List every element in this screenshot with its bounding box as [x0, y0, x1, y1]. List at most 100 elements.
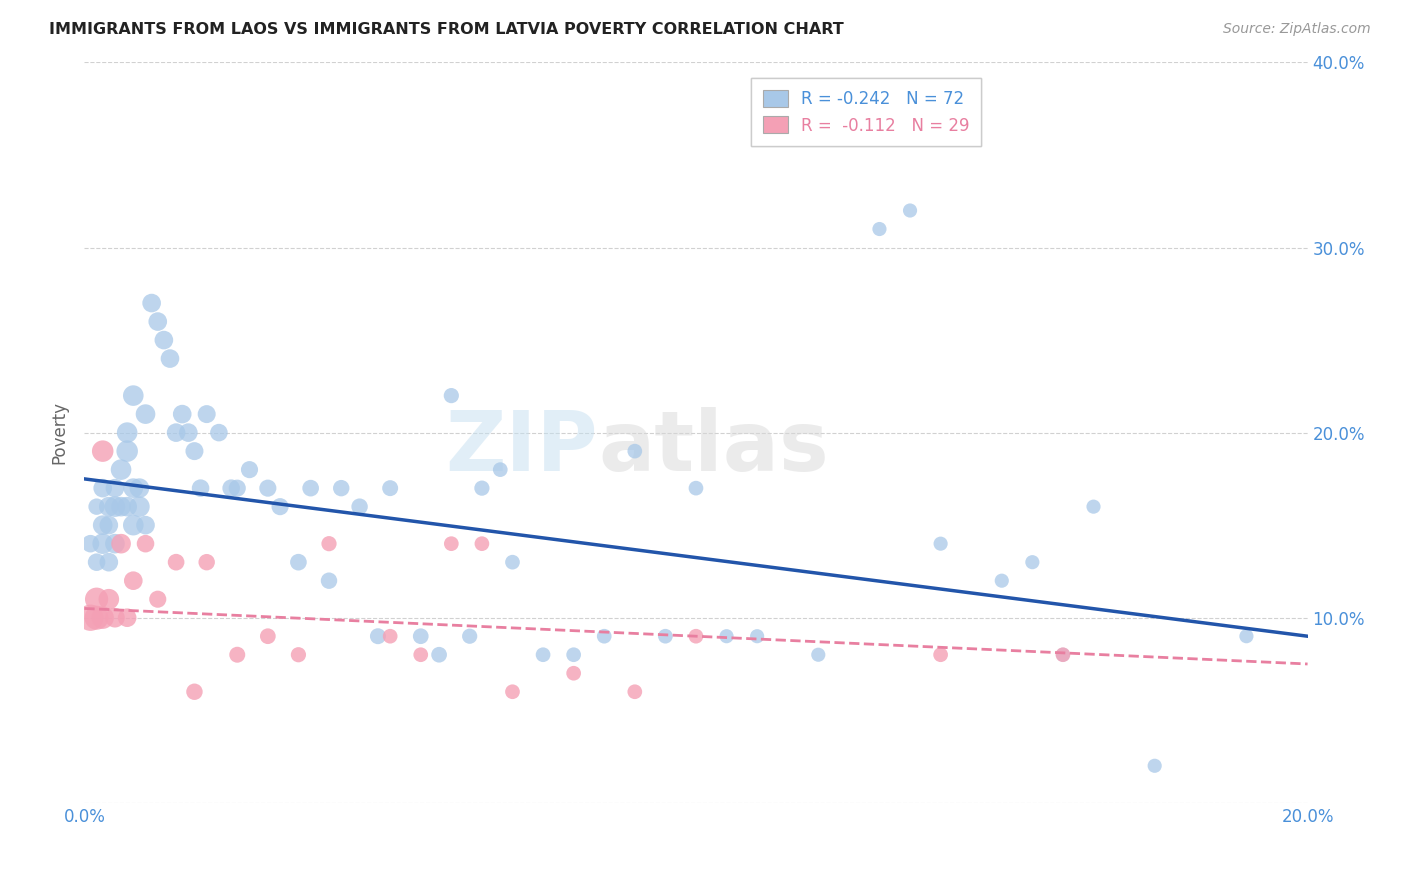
- Point: [257, 481, 280, 495]
- Point: [146, 592, 169, 607]
- Point: [226, 481, 249, 495]
- Point: [898, 203, 921, 218]
- Point: [97, 592, 120, 607]
- Point: [471, 481, 494, 495]
- Point: [287, 555, 309, 569]
- Point: [269, 500, 291, 514]
- Point: [238, 462, 260, 476]
- Point: [97, 555, 120, 569]
- Point: [299, 481, 322, 495]
- Point: [159, 351, 181, 366]
- Point: [190, 481, 212, 495]
- Point: [747, 629, 769, 643]
- Point: [1052, 648, 1074, 662]
- Legend: R = -0.242   N = 72, R =  -0.112   N = 29: R = -0.242 N = 72, R = -0.112 N = 29: [751, 78, 981, 146]
- Point: [367, 629, 389, 643]
- Point: [110, 462, 132, 476]
- Point: [716, 629, 738, 643]
- Point: [91, 536, 114, 550]
- Point: [135, 407, 157, 421]
- Point: [502, 685, 524, 699]
- Point: [91, 444, 114, 458]
- Point: [153, 333, 176, 347]
- Point: [654, 629, 676, 643]
- Point: [287, 648, 309, 662]
- Point: [531, 648, 554, 662]
- Point: [79, 536, 101, 550]
- Point: [349, 500, 371, 514]
- Point: [97, 500, 120, 514]
- Point: [115, 444, 138, 458]
- Text: atlas: atlas: [598, 407, 830, 488]
- Point: [1083, 500, 1105, 514]
- Point: [1143, 758, 1166, 772]
- Point: [86, 610, 108, 624]
- Point: [135, 536, 157, 550]
- Point: [91, 518, 114, 533]
- Point: [165, 555, 187, 569]
- Point: [1052, 648, 1074, 662]
- Point: [502, 555, 524, 569]
- Point: [929, 536, 952, 550]
- Point: [91, 481, 114, 495]
- Point: [141, 296, 163, 310]
- Point: [135, 518, 157, 533]
- Point: [104, 500, 127, 514]
- Point: [86, 592, 108, 607]
- Point: [380, 629, 402, 643]
- Point: [440, 536, 463, 550]
- Point: [91, 610, 114, 624]
- Point: [409, 629, 432, 643]
- Point: [183, 444, 205, 458]
- Point: [929, 648, 952, 662]
- Point: [409, 648, 432, 662]
- Point: [219, 481, 242, 495]
- Point: [257, 629, 280, 643]
- Point: [165, 425, 187, 440]
- Point: [104, 481, 127, 495]
- Point: [146, 314, 169, 328]
- Point: [183, 685, 205, 699]
- Point: [104, 610, 127, 624]
- Point: [624, 444, 647, 458]
- Point: [330, 481, 353, 495]
- Point: [471, 536, 494, 550]
- Point: [458, 629, 481, 643]
- Point: [869, 222, 891, 236]
- Point: [177, 425, 200, 440]
- Y-axis label: Poverty: Poverty: [51, 401, 69, 464]
- Point: [122, 574, 145, 588]
- Point: [489, 462, 512, 476]
- Point: [380, 481, 402, 495]
- Point: [226, 648, 249, 662]
- Point: [122, 518, 145, 533]
- Point: [208, 425, 231, 440]
- Point: [1021, 555, 1043, 569]
- Point: [562, 666, 585, 681]
- Point: [79, 610, 101, 624]
- Text: Source: ZipAtlas.com: Source: ZipAtlas.com: [1223, 22, 1371, 37]
- Point: [115, 500, 138, 514]
- Point: [685, 629, 707, 643]
- Point: [122, 388, 145, 402]
- Point: [1236, 629, 1258, 643]
- Point: [86, 500, 108, 514]
- Point: [128, 481, 150, 495]
- Point: [440, 388, 463, 402]
- Point: [562, 648, 585, 662]
- Point: [86, 555, 108, 569]
- Point: [624, 685, 647, 699]
- Point: [318, 574, 340, 588]
- Point: [318, 536, 340, 550]
- Point: [991, 574, 1014, 588]
- Point: [104, 536, 127, 550]
- Point: [110, 536, 132, 550]
- Point: [172, 407, 194, 421]
- Point: [115, 610, 138, 624]
- Point: [115, 425, 138, 440]
- Text: IMMIGRANTS FROM LAOS VS IMMIGRANTS FROM LATVIA POVERTY CORRELATION CHART: IMMIGRANTS FROM LAOS VS IMMIGRANTS FROM …: [49, 22, 844, 37]
- Point: [195, 555, 218, 569]
- Text: ZIP: ZIP: [446, 407, 598, 488]
- Point: [195, 407, 218, 421]
- Point: [122, 481, 145, 495]
